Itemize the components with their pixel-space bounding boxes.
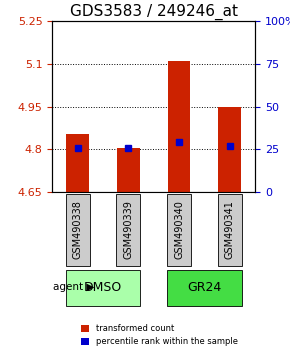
Text: GSM490338: GSM490338 (72, 200, 83, 259)
Text: GSM490341: GSM490341 (225, 200, 235, 259)
Text: GSM490340: GSM490340 (174, 200, 184, 259)
FancyBboxPatch shape (167, 270, 242, 306)
FancyBboxPatch shape (167, 194, 191, 266)
Bar (168, 61, 191, 192)
FancyBboxPatch shape (116, 194, 140, 266)
Legend: transformed count, percentile rank within the sample: transformed count, percentile rank withi… (78, 321, 241, 350)
FancyBboxPatch shape (66, 194, 90, 266)
Text: agent ▶: agent ▶ (53, 282, 95, 292)
Text: GR24: GR24 (187, 281, 222, 294)
Bar (66, 133, 89, 192)
Bar (117, 148, 140, 192)
Bar (218, 107, 241, 192)
Text: GSM490339: GSM490339 (123, 200, 133, 259)
FancyBboxPatch shape (66, 270, 140, 306)
Title: GDS3583 / 249246_at: GDS3583 / 249246_at (70, 4, 238, 20)
FancyBboxPatch shape (218, 194, 242, 266)
Text: DMSO: DMSO (84, 281, 122, 294)
